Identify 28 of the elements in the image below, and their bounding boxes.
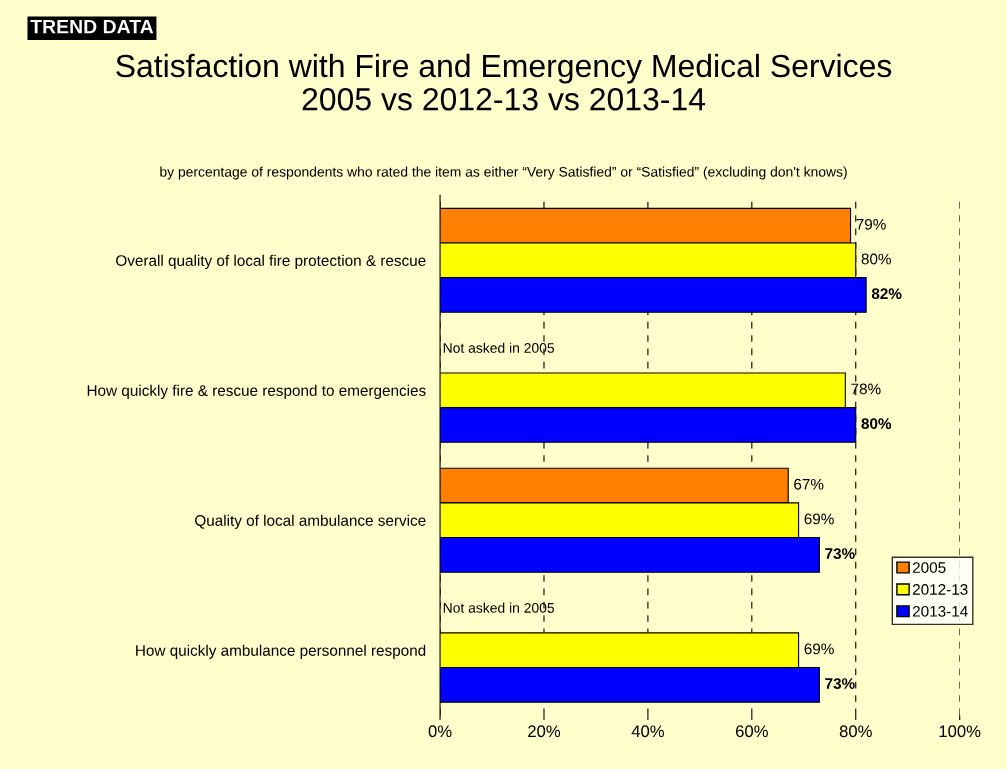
data-label: 80% [861,253,891,265]
chart-subtitle: by percentage of respondents who rated the item as either “Very Satisfied” or “Satisfied” (excluding don't knows) [160,166,847,180]
x-tick-label: 60% [735,725,768,738]
x-tick-label: 100% [939,725,981,738]
data-label: 79% [856,218,886,230]
x-tick-label: 80% [839,725,872,738]
text: TREND DATA [30,19,154,34]
data-label: 82% [871,288,902,300]
chart-title: Satisfaction with Fire and Emergency Medical Services 2005 vs 2012-13 vs 2013-14 [116,53,892,111]
data-label: 78% [851,383,881,395]
data-label: 67% [794,478,824,490]
annotation: Not asked in 2005 [443,602,555,613]
legend-label: 2012-13 [912,584,968,595]
y-tick-label: How quickly fire & rescue respond to emergencies [87,384,426,399]
x-tick-label: 20% [528,725,561,738]
x-tick-label: 0% [428,725,452,738]
x-tick-label: 40% [631,725,664,738]
data-label: 73% [825,678,855,689]
y-tick-label: Overall quality of local fire protection & rescue [116,254,426,270]
legend-label: 2013-14 [912,605,968,617]
y-tick-label: Quality of local ambulance service [195,514,426,529]
y-tick-label: How quickly ambulance personnel respond [136,644,426,659]
legend-label: 2005 [912,562,946,573]
data-label: 73% [825,548,855,560]
data-label: 80% [861,418,892,430]
annotation: Not asked in 2005 [443,342,555,353]
data-label: 69% [804,513,834,525]
data-label: 69% [804,643,834,655]
